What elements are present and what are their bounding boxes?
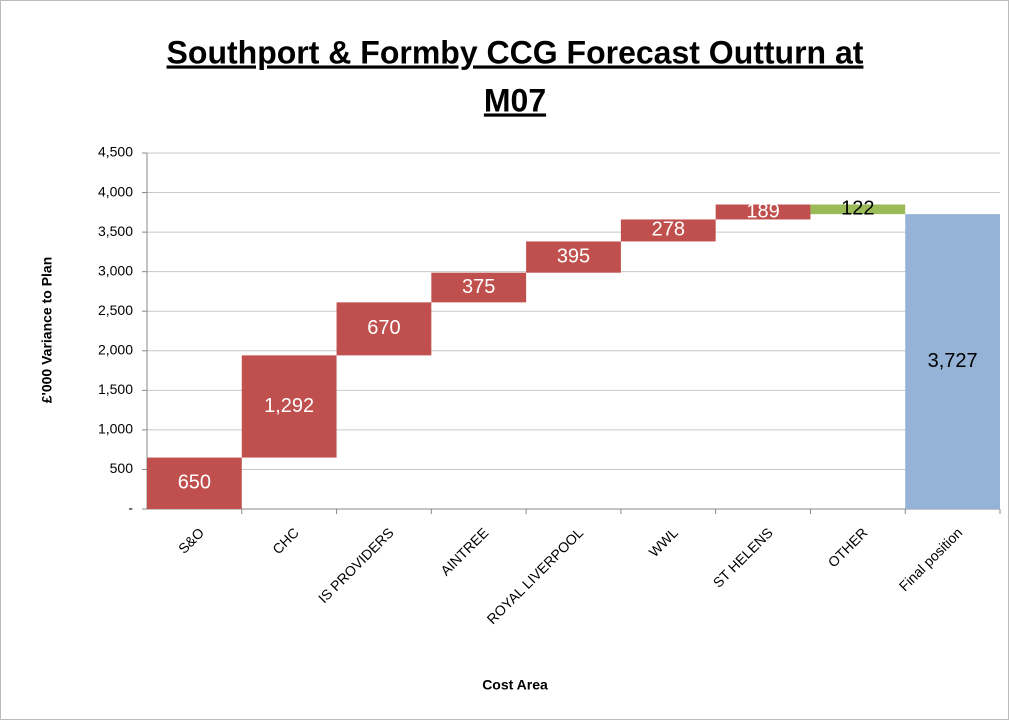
y-tick-label: 4,500 <box>98 144 133 160</box>
data-label: 395 <box>557 245 590 267</box>
bar <box>336 302 432 356</box>
data-label: 375 <box>462 276 495 298</box>
y-tick-label: 1,000 <box>98 421 133 437</box>
bar <box>147 457 242 509</box>
chart-title: Southport & Formby CCG Forecast Outturn … <box>167 34 864 70</box>
y-tick-label: 1,500 <box>98 381 133 397</box>
data-label: 1,292 <box>264 395 314 417</box>
y-tick-label: 3,500 <box>98 223 133 239</box>
y-tick-label: 2,000 <box>98 341 133 357</box>
x-axis-title: Cost Area <box>482 677 548 693</box>
y-tick-label: 500 <box>110 460 134 476</box>
bar <box>241 355 337 458</box>
bar <box>620 219 716 242</box>
data-label: 650 <box>178 472 211 494</box>
y-axis-title: £'000 Variance to Plan <box>39 257 55 404</box>
bar <box>431 272 527 303</box>
y-tick-label: - <box>128 500 133 516</box>
data-label: 189 <box>746 200 779 222</box>
data-label: 3,727 <box>928 350 978 372</box>
y-tick-label: 2,500 <box>98 302 133 318</box>
data-label: 670 <box>367 317 400 339</box>
data-label: 278 <box>652 219 685 241</box>
data-label: 122 <box>841 198 874 220</box>
bar <box>810 204 906 215</box>
bar <box>526 241 621 273</box>
y-tick-label: 3,000 <box>98 262 133 278</box>
chart-title: M07 <box>484 82 546 118</box>
bar <box>715 204 811 220</box>
y-tick-label: 4,000 <box>98 183 133 199</box>
bar <box>905 214 1000 509</box>
